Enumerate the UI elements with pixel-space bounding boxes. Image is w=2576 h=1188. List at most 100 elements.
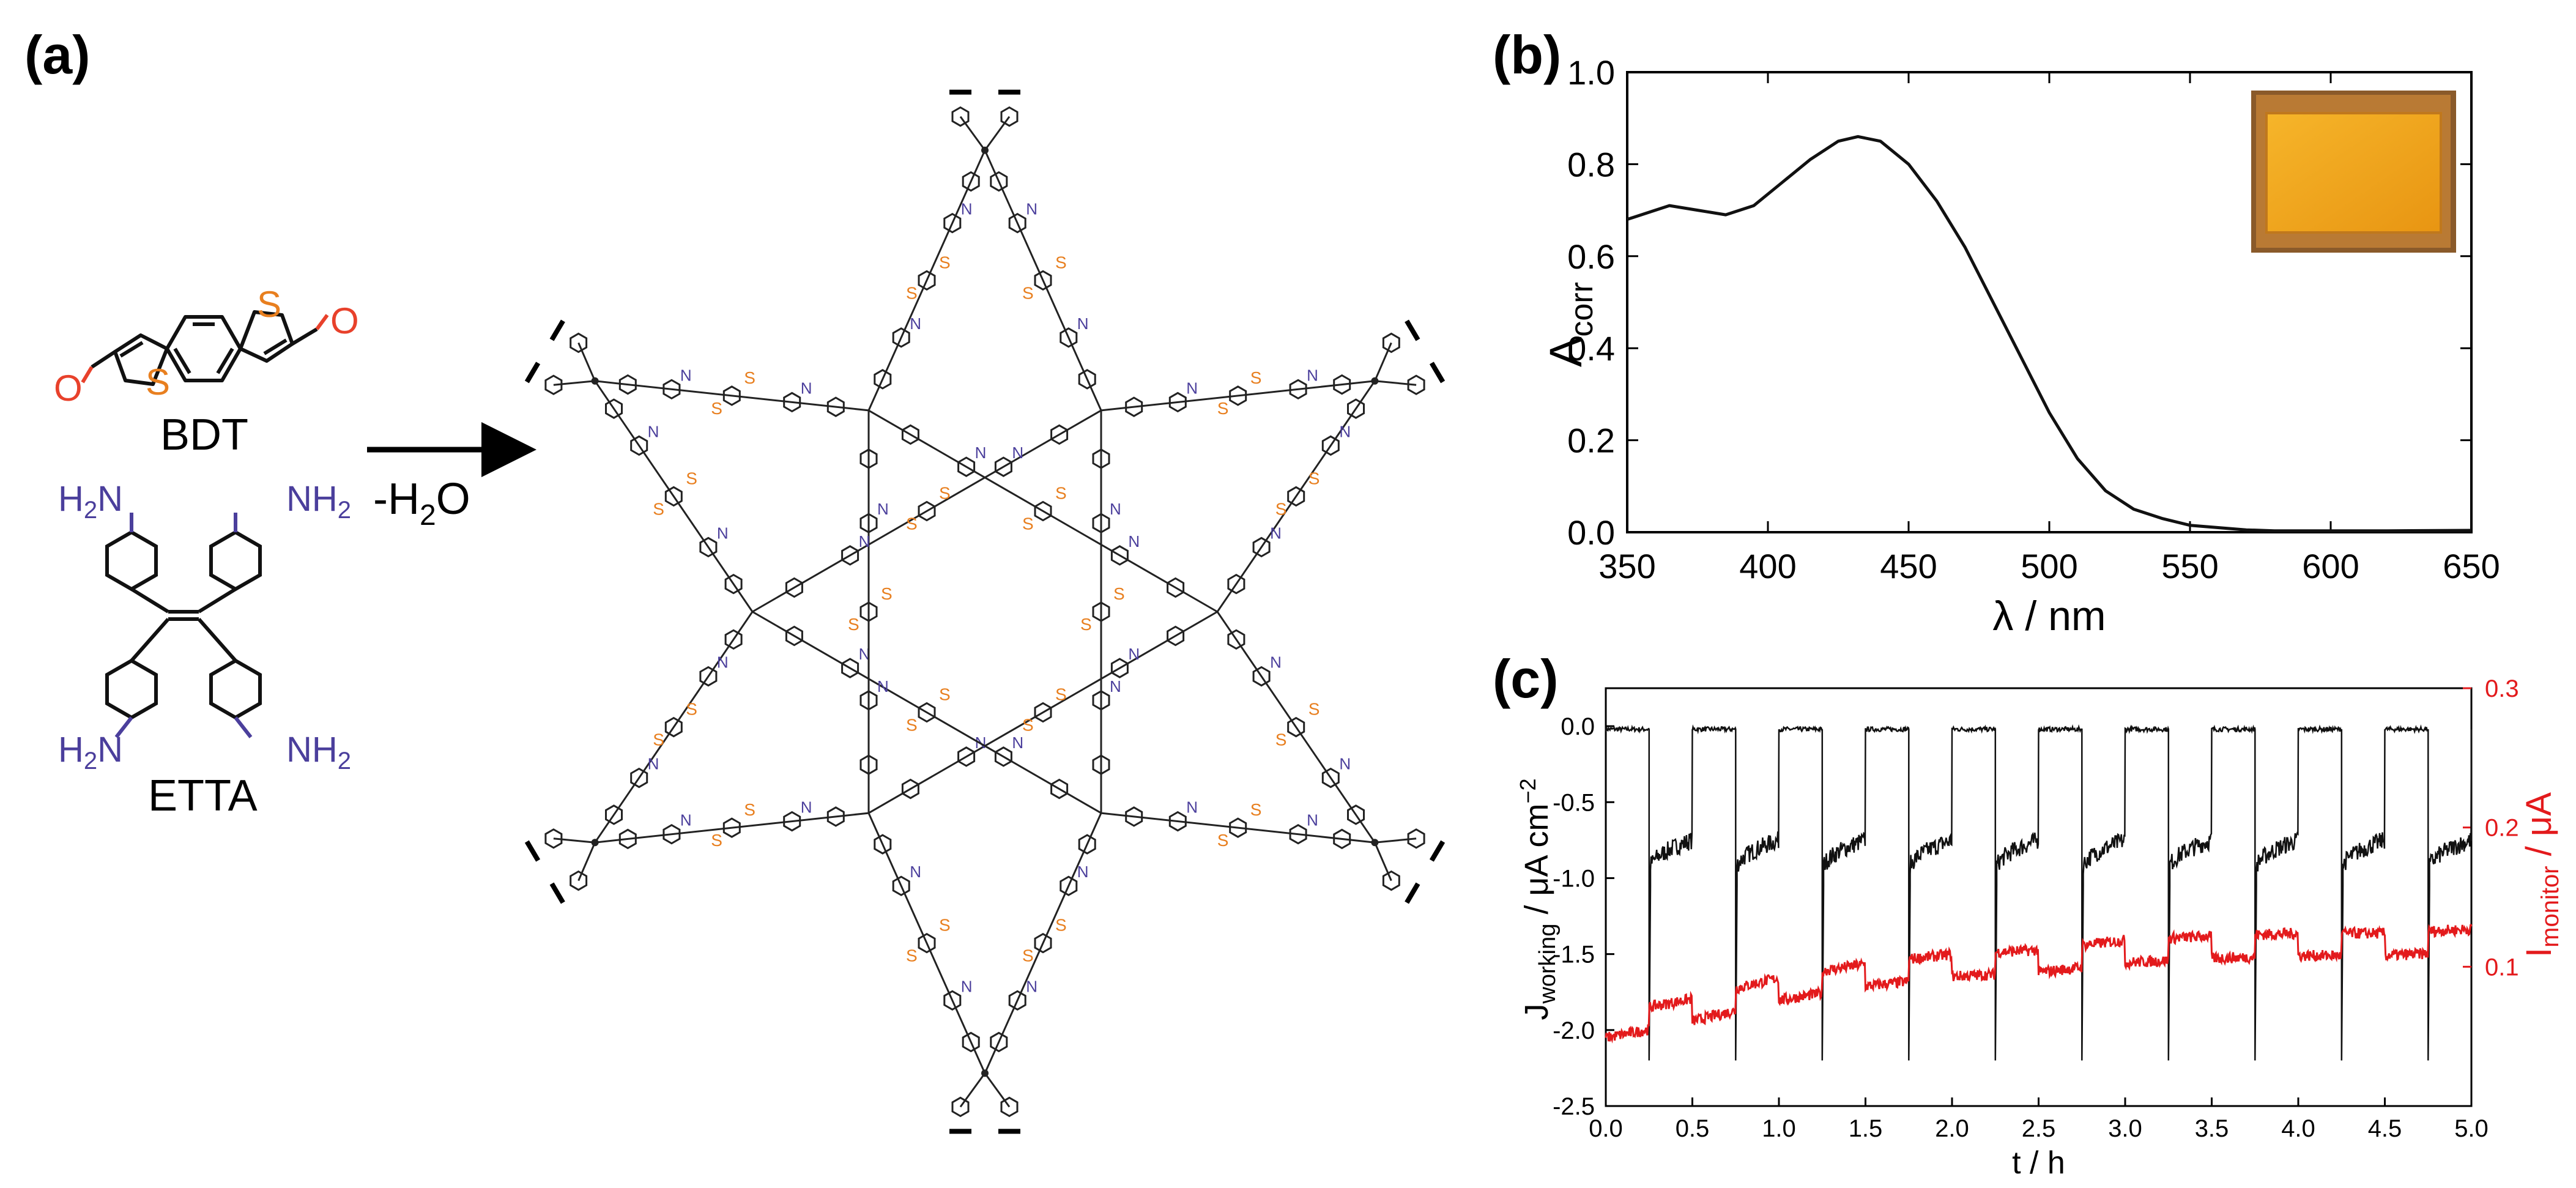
framework-ring [1287, 486, 1305, 507]
pc-y-left-tick-label: -2.0 [1553, 1017, 1595, 1044]
framework-thiophene-s: S [686, 700, 697, 719]
framework-ring [783, 392, 801, 413]
framework-imine-n: N [1012, 733, 1023, 752]
framework-thiophene-s: S [1055, 253, 1067, 272]
framework-ring [1382, 870, 1400, 891]
uv-x-tick-label: 350 [1598, 547, 1655, 585]
framework-ring [1167, 625, 1185, 647]
framework-thiophene-s: S [686, 469, 697, 488]
framework-ring [841, 545, 859, 566]
framework-thiophene-s: S [1022, 946, 1034, 965]
uv-y-tick-label: 0.0 [1567, 513, 1615, 552]
framework-thiophene-s: S [1022, 716, 1034, 735]
framework-ring [663, 379, 681, 400]
framework-ring [990, 171, 1008, 192]
framework-imine-n: N [1186, 798, 1198, 817]
framework-ring [1407, 828, 1425, 849]
framework-ring [1227, 629, 1245, 650]
framework-thiophene-s: S [1055, 483, 1067, 502]
framework-ring [1092, 448, 1110, 469]
framework-imine-n: N [961, 200, 973, 218]
framework-ring [859, 601, 878, 622]
framework-imine-n: N [1270, 524, 1282, 542]
framework-imine-n: N [961, 977, 973, 995]
framework-ring [901, 778, 919, 800]
framework-imine-n: N [680, 366, 692, 384]
framework-ring [605, 804, 623, 825]
framework-ring [994, 746, 1012, 767]
framework-ring [785, 625, 803, 647]
framework-imine-n: N [1307, 811, 1318, 830]
framework-imine-n: N [1128, 645, 1140, 663]
framework-ring [1168, 392, 1187, 413]
framework-bond [984, 116, 1011, 151]
uv-x-axis-label: λ / nm [1992, 593, 2106, 639]
framework-bond [595, 380, 869, 412]
framework-ring [1229, 385, 1247, 406]
framework-ring [1382, 332, 1400, 354]
framework-node [981, 146, 989, 154]
framework-ring [1092, 754, 1110, 775]
framework-ring [724, 573, 743, 595]
bdt-sulfur-left: S [146, 362, 170, 403]
pc-y-left-tick-label: -2.5 [1553, 1093, 1595, 1120]
framework-ring [1078, 834, 1096, 855]
uv-x-tick-label: 600 [2302, 547, 2359, 585]
pc-x-tick-label: 4.5 [2368, 1115, 2402, 1142]
framework-ring [943, 990, 962, 1011]
pc-x-tick-label: 0.0 [1589, 1115, 1623, 1142]
framework-ring [630, 767, 648, 789]
pc-x-tick-label: 1.0 [1762, 1115, 1796, 1142]
bdt-name: BDT [160, 410, 248, 459]
framework-thiophene-s: S [744, 368, 755, 387]
framework-ring [605, 398, 623, 419]
framework-ring [785, 577, 803, 598]
framework-thiophene-s: S [1113, 584, 1125, 603]
framework-thiophene-s: S [939, 916, 951, 935]
framework-ring [1110, 545, 1129, 566]
framework-bond [1375, 380, 1417, 386]
pc-y-left-axis-label: Jworking / μA cm−2 [1515, 778, 1561, 1020]
framework-ring [826, 396, 845, 417]
framework-bond [984, 812, 1102, 1074]
pc-x-tick-label: 4.0 [2281, 1115, 2315, 1142]
framework-ring [570, 870, 588, 891]
framework-imine-n: N [648, 755, 659, 773]
framework-ring [1321, 767, 1340, 789]
pc-x-tick-label: 2.0 [1935, 1115, 1969, 1142]
framework-ring [962, 171, 980, 192]
framework-ring [1034, 932, 1052, 954]
framework-ring [1333, 828, 1351, 850]
framework-ring [1229, 817, 1247, 838]
framework-bond [1216, 611, 1376, 844]
panel-c-label: (c) [1493, 648, 1559, 709]
framework-bond [752, 409, 1102, 613]
framework-imine-n: N [1186, 379, 1198, 397]
framework-ring [1060, 327, 1078, 348]
framework-ring [943, 212, 962, 234]
bdt-thiophene-left [113, 333, 169, 386]
framework-ring [957, 746, 976, 767]
pc-i-monitor-trace [1605, 924, 2473, 1044]
framework-ring [724, 629, 743, 650]
framework-thiophene-s: S [906, 946, 918, 965]
framework-imine-n: N [1128, 532, 1140, 551]
pc-y-left-tick-label: 0.0 [1561, 713, 1595, 740]
framework-terminal-cap [549, 882, 565, 904]
pc-y-right-axis-label: Imonitor / μA [2519, 792, 2564, 957]
pc-x-axis-label: t / h [2012, 1145, 2065, 1181]
framework-ring [962, 1031, 980, 1053]
etta-amine-bottom-right: NH2 [286, 730, 351, 774]
framework-imine-n: N [801, 798, 812, 817]
framework-ring [1252, 536, 1271, 558]
framework-imine-n: N [680, 811, 692, 830]
uv-y-tick-label: 0.2 [1567, 421, 1615, 460]
framework-thiophene-s: S [744, 800, 755, 819]
framework-thiophene-s: S [1217, 399, 1229, 418]
framework-ring [1092, 690, 1110, 711]
framework-imine-n: N [648, 422, 659, 440]
framework-ring [1008, 212, 1026, 234]
framework-ring [1050, 778, 1069, 800]
framework-imine-n: N [1026, 977, 1037, 995]
svg-text:H2N: H2N [58, 730, 123, 774]
